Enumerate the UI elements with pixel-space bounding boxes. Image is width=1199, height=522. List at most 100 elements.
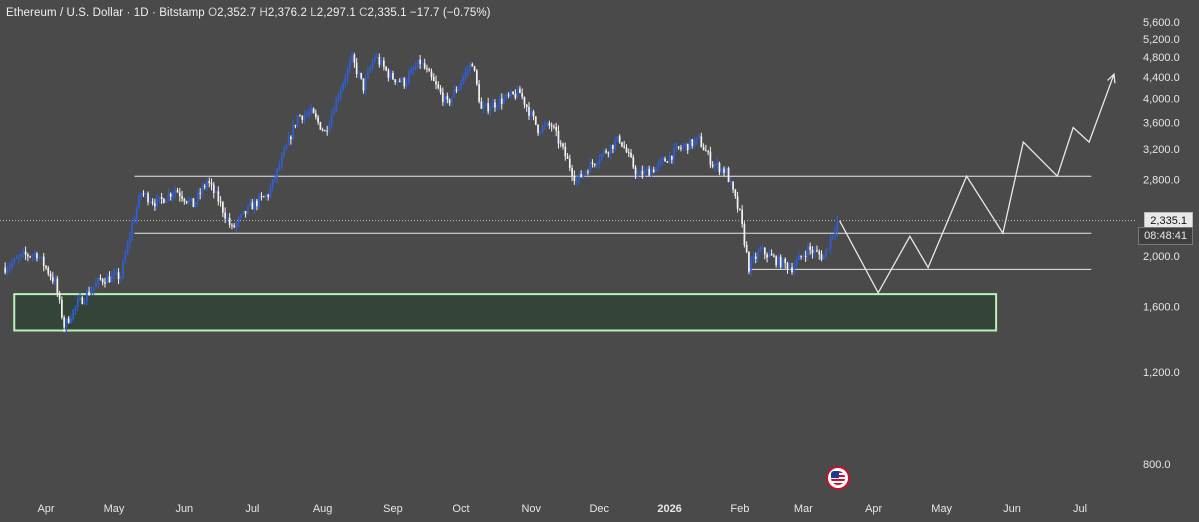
- candle-body: [56, 278, 59, 294]
- candle-body: [659, 160, 662, 163]
- candle-body: [732, 181, 734, 190]
- candle-body: [632, 157, 635, 168]
- candle-body: [655, 167, 657, 173]
- price-tick-label: 3,600.0: [1143, 117, 1180, 129]
- time-tick-label: Sep: [383, 503, 403, 515]
- candle-body: [212, 184, 215, 193]
- candle-body: [367, 71, 369, 78]
- candle-body: [47, 267, 50, 274]
- candle-body: [187, 199, 190, 203]
- candle-body: [253, 200, 256, 210]
- candle-body: [582, 173, 585, 178]
- candle-body: [265, 194, 267, 197]
- time-tick-label: May: [931, 503, 952, 515]
- candle-body: [231, 224, 233, 226]
- candle-body: [491, 102, 494, 108]
- time-tick-label: Jun: [175, 503, 193, 515]
- candle-body: [543, 124, 546, 127]
- candle-body: [475, 70, 478, 85]
- candle-body: [539, 132, 542, 134]
- candle-body: [83, 301, 86, 305]
- candle-body: [521, 93, 524, 97]
- candle-body: [194, 202, 197, 208]
- price-tick-label: 5,200.0: [1143, 34, 1180, 46]
- open-label: O: [208, 7, 218, 19]
- candle-body: [153, 203, 156, 207]
- candle-body: [417, 59, 419, 67]
- candle-body: [133, 219, 136, 223]
- candle-body: [144, 193, 147, 195]
- candle-body: [190, 198, 192, 200]
- candle-body: [462, 77, 465, 83]
- candle-body: [108, 276, 111, 283]
- candle-body: [698, 136, 700, 138]
- candle-body: [24, 251, 27, 255]
- candle-body: [131, 222, 134, 237]
- support-zone: [13, 293, 998, 332]
- candle-body: [745, 244, 748, 252]
- candle-body: [20, 254, 22, 257]
- candle-body: [167, 193, 170, 201]
- candle-body: [494, 102, 496, 108]
- candle-body: [358, 72, 360, 75]
- candle-body: [192, 198, 195, 208]
- candle-body: [398, 80, 401, 82]
- candle-body: [704, 150, 707, 152]
- projection-polyline: [839, 73, 1115, 295]
- candle-body: [720, 168, 723, 173]
- interval[interactable]: 1D: [133, 7, 149, 19]
- candle-body: [453, 89, 456, 98]
- candle-body: [376, 56, 378, 58]
- candle-body: [129, 236, 131, 243]
- candle-body: [61, 299, 63, 318]
- candle-body: [199, 192, 202, 194]
- candle-body: [410, 69, 412, 75]
- candle-body: [206, 181, 208, 187]
- candle-body: [496, 106, 499, 108]
- candle-body: [700, 136, 703, 148]
- candle-body: [414, 66, 417, 70]
- candle-body: [174, 190, 177, 194]
- candle-body: [716, 163, 719, 165]
- candle-body: [373, 57, 376, 62]
- candle-body: [242, 211, 245, 215]
- time-tick-label: Oct: [452, 503, 469, 515]
- candle-body: [500, 98, 503, 104]
- time-tick-label: Nov: [521, 503, 541, 515]
- candle-body: [773, 255, 775, 257]
- candle-body: [326, 130, 329, 132]
- symbol-name[interactable]: Ethereum / U.S. Dollar: [6, 7, 124, 19]
- close-value: 2,335.1: [367, 7, 407, 19]
- candle-body: [623, 146, 626, 148]
- candle-body: [602, 150, 605, 155]
- candle-body: [636, 173, 639, 175]
- candle-body: [793, 266, 796, 273]
- candle-body: [804, 255, 807, 257]
- candle-body: [38, 257, 41, 259]
- candle-body: [88, 291, 90, 295]
- candle-body: [364, 77, 367, 91]
- candle-body: [285, 145, 288, 150]
- us-flag-icon[interactable]: [826, 466, 851, 490]
- candle-body: [251, 202, 254, 210]
- horizontal-levels: [0, 175, 1135, 270]
- candle-body: [593, 163, 596, 165]
- candle-body: [546, 122, 548, 125]
- candle-body: [784, 258, 787, 264]
- candle-body: [156, 199, 158, 207]
- candle-body: [149, 201, 152, 203]
- candle-body: [448, 99, 451, 104]
- separator: ·: [151, 7, 156, 19]
- candle-body: [763, 247, 766, 255]
- price-axis[interactable]: 5,600.0 5,200.0 4,800.0 4,400.0 4,000.0 3,600…: [1143, 17, 1180, 471]
- candle-body: [240, 214, 242, 218]
- price-tick-label: 2,800.0: [1143, 174, 1180, 186]
- candle-body: [76, 299, 79, 307]
- candle-body: [564, 146, 567, 157]
- candle-body: [600, 154, 603, 161]
- time-axis[interactable]: Apr May Jun Jul Aug Sep Oct Nov Dec 2026 Feb Mar Apr…: [37, 503, 1087, 515]
- candle-body: [74, 306, 77, 310]
- candle-body: [26, 254, 29, 257]
- candle-body: [403, 78, 406, 87]
